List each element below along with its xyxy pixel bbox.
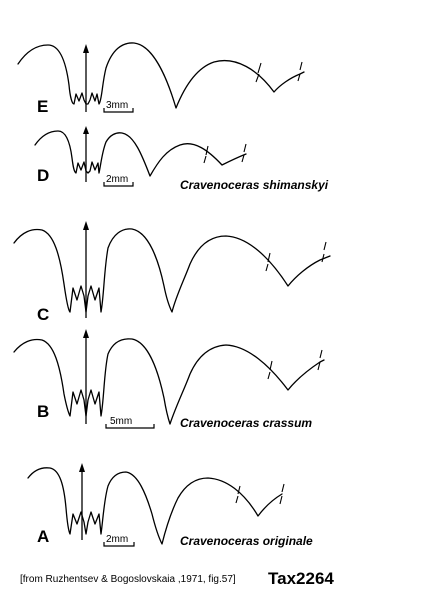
arrowhead-a — [79, 463, 85, 472]
panel-b: 5mm B Cravenoceras crassum — [13, 329, 325, 430]
panel-letter-e: E — [37, 97, 48, 116]
species-name-d: Cravenoceras shimanskyi — [180, 178, 329, 192]
citation: [from Ruzhentsev & Bogoslovskaia ,1971, … — [20, 574, 236, 585]
panel-e: 3mm E — [17, 42, 305, 116]
panel-letter-b: B — [37, 402, 49, 421]
suture-line-e — [17, 42, 305, 109]
species-name-b: Cravenoceras crassum — [180, 416, 312, 430]
tick-mark — [243, 143, 247, 153]
scale-label-e: 3mm — [106, 100, 128, 111]
tick-mark — [299, 61, 303, 71]
scale-bar-a — [103, 542, 135, 547]
tick-mark — [319, 349, 323, 359]
panel-a: 2mm A Cravenoceras originale — [27, 463, 313, 548]
suture-line-a — [27, 467, 283, 545]
tick-mark — [237, 485, 241, 495]
suture-line-d — [34, 130, 247, 177]
panel-letter-a: A — [37, 527, 49, 546]
panel-letter-c: C — [37, 305, 49, 324]
tick-mark — [297, 73, 301, 82]
tick-mark — [267, 252, 271, 263]
panel-d: 2mm D Cravenoceras shimanskyi — [34, 126, 329, 192]
tick-mark — [323, 241, 327, 251]
scale-label-d: 2mm — [106, 174, 128, 185]
arrowhead-d — [83, 126, 89, 134]
species-name-a: Cravenoceras originale — [180, 534, 313, 548]
tick-mark — [235, 495, 239, 504]
arrowhead-c — [83, 221, 89, 230]
tick-mark — [203, 155, 207, 164]
scale-bar-e — [103, 108, 134, 113]
tick-mark — [321, 253, 325, 263]
tick-mark — [269, 360, 273, 371]
tick-mark — [317, 361, 321, 371]
scale-label-a: 2mm — [106, 534, 128, 545]
tick-mark — [265, 263, 269, 272]
scale-bar-b — [105, 424, 155, 429]
tick-mark — [255, 73, 260, 83]
tick-mark — [241, 154, 245, 163]
tick-mark — [205, 145, 209, 156]
arrowhead-b — [83, 329, 89, 338]
scale-bar-d — [103, 182, 134, 187]
tick-mark — [279, 495, 283, 505]
suture-line-c — [13, 228, 331, 313]
tick-mark — [257, 62, 262, 74]
tax-id: Tax2264 — [268, 569, 334, 588]
panel-letter-d: D — [37, 166, 49, 185]
panel-c: C — [13, 221, 331, 324]
scale-label-b: 5mm — [110, 416, 132, 427]
suture-line-b — [13, 338, 325, 425]
tick-mark — [267, 371, 271, 380]
tick-mark — [281, 483, 285, 493]
arrowhead-e — [83, 44, 89, 53]
